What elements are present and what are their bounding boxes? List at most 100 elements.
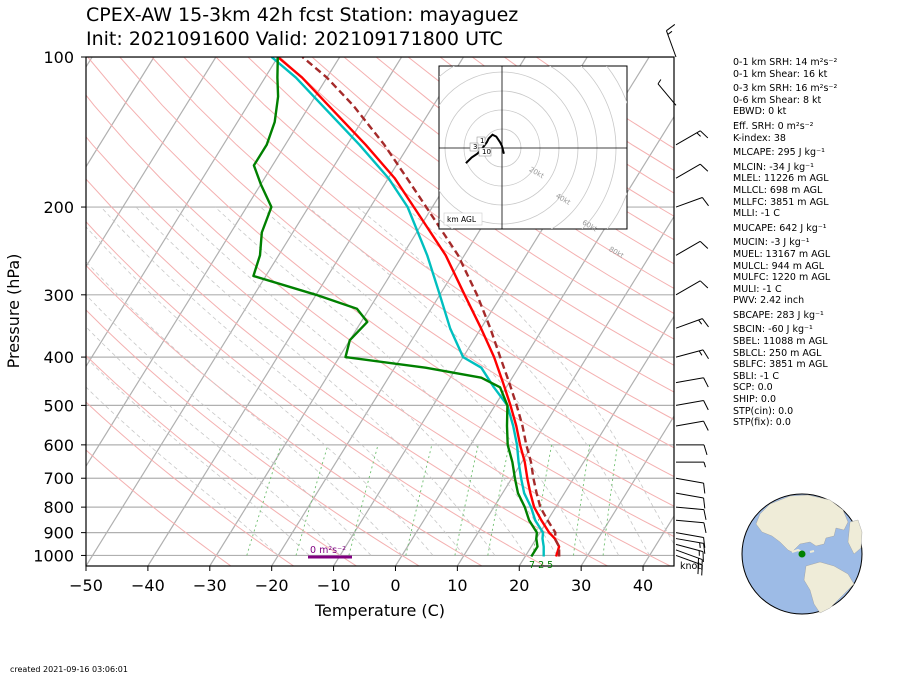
barb-shaft	[675, 130, 701, 146]
barb-shaft	[675, 519, 704, 524]
station-marker	[798, 550, 806, 558]
wind-barb	[676, 461, 706, 468]
index-line: STP(cin): 0.0	[733, 405, 794, 417]
y-tick-label: 100	[43, 48, 74, 67]
dry-adiabat-line	[86, 220, 546, 566]
lcl-labels: 7 2 5	[529, 560, 553, 571]
barb-shaft	[675, 477, 704, 484]
dry-adiabat-line	[86, 401, 294, 566]
dry-adiabat-line	[86, 309, 420, 566]
barb-flag	[703, 444, 708, 456]
wind-barb	[675, 506, 707, 520]
wind-barb	[675, 492, 706, 509]
wind-barb	[675, 163, 709, 179]
dry-adiabat-line	[86, 264, 483, 566]
north-america-land	[755, 494, 849, 553]
barb-flag	[666, 24, 676, 32]
barb-half-flag	[698, 319, 703, 325]
moist-adiabat-line	[135, 206, 496, 556]
index-line: SBCIN: -60 J kg⁻¹	[733, 324, 813, 336]
wind-barb	[675, 377, 709, 388]
barb-shaft	[675, 240, 701, 256]
dry-adiabat-line	[87, 57, 674, 507]
mixing-ratio-line	[295, 444, 329, 556]
hodograph-height-box	[478, 147, 492, 157]
x-tick-label: −10	[317, 576, 351, 595]
index-line: MUCAPE: 642 J kg⁻¹	[733, 222, 827, 234]
index-line: 0-1 km Shear: 16 kt	[733, 68, 828, 80]
wind-barb	[675, 196, 709, 208]
barb-flag	[699, 163, 709, 172]
hodograph-height-box	[476, 136, 486, 146]
plot-frame	[85, 56, 675, 567]
index-line: 0-3 km SRH: 16 m²s⁻²	[733, 83, 838, 95]
indices-panel: 0-1 km SRH: 14 m²s⁻² 0-1 km Shear: 16 kt 0…	[733, 57, 903, 429]
temperature-line	[277, 57, 561, 557]
wind-barb	[657, 79, 677, 106]
index-line: SBCAPE: 283 J kg⁻¹	[733, 309, 824, 321]
x-tick-label: −40	[131, 576, 165, 595]
dry-adiabat-line	[311, 57, 674, 315]
mixing-ratio-line	[246, 444, 282, 556]
barb-half-flag	[699, 542, 701, 548]
index-line: STP(fix): 0.0	[733, 417, 791, 429]
index-line: K-index: 38	[733, 132, 786, 144]
hodograph-height-box	[469, 142, 479, 152]
barb-flag	[701, 559, 703, 570]
moist-adiabat-line	[86, 326, 341, 556]
barb-shaft	[675, 349, 704, 358]
index-line: SBLI: -1 C	[733, 370, 779, 382]
moist-adiabat-line	[308, 206, 620, 556]
barb-flag	[703, 522, 707, 534]
dry-adiabat-line	[279, 57, 674, 340]
barb-shaft	[675, 318, 703, 329]
barb-flag	[703, 420, 709, 431]
barb-flag	[703, 509, 707, 520]
barb-shaft	[675, 538, 704, 544]
wind-barb	[675, 543, 704, 563]
barb-flag	[703, 483, 706, 494]
y-tick-label: 200	[43, 198, 74, 217]
location-globe	[741, 493, 863, 615]
wind-unit-label: knot	[680, 561, 701, 572]
mixing-ratio-line	[602, 444, 618, 556]
barb-shaft	[675, 532, 704, 538]
chart-title-line1: CPEX-AW 15-3km 42h fcst Station: mayague…	[86, 4, 519, 26]
y-tick-label: 400	[43, 348, 74, 367]
x-tick-label: −20	[255, 576, 289, 595]
hodograph-frame	[438, 65, 628, 230]
index-line: MULCL: 944 m AGL	[733, 260, 825, 272]
wind-barb	[675, 538, 706, 554]
wind-barb	[675, 477, 706, 494]
dry-adiabat-line	[183, 57, 674, 421]
index-line: MULI: -1 C	[733, 283, 782, 295]
created-timestamp: created 2021-09-16 03:06:01	[10, 665, 128, 674]
parcel-line	[301, 57, 561, 557]
barb-flag	[703, 400, 709, 411]
dry-adiabat-line	[86, 94, 674, 538]
index-line: SBLFC: 3851 m AGL	[733, 359, 828, 371]
dry-adiabat-line	[86, 449, 232, 566]
index-line: 0-1 km SRH: 14 m²s⁻²	[733, 57, 838, 68]
dry-adiabat-line	[151, 57, 674, 449]
isotherm-line	[86, 57, 217, 268]
srh-bar-label: 0 m²s⁻²	[310, 545, 346, 556]
barb-shaft	[675, 420, 704, 427]
x-tick-label: 30	[571, 576, 591, 595]
index-line: MLCIN: -34 J kg⁻¹	[733, 161, 814, 173]
index-line: MLLFC: 3851 m AGL	[733, 196, 829, 208]
barb-half-flag	[696, 132, 701, 137]
dry-adiabat-line	[247, 57, 674, 366]
barb-flag	[703, 543, 706, 554]
index-line: MLLI: -1 C	[733, 208, 780, 220]
barb-shaft	[657, 83, 677, 106]
moist-adiabat-line	[173, 206, 527, 556]
x-tick-label: 20	[509, 576, 529, 595]
dry-adiabat-line	[343, 57, 674, 289]
barb-shaft	[675, 163, 701, 179]
wind-barb	[675, 130, 709, 146]
wind-barb	[675, 532, 706, 548]
barb-half-flag	[698, 350, 703, 356]
index-line: SBLCL: 250 m AGL	[733, 347, 822, 359]
barb-half-flag	[657, 79, 662, 85]
